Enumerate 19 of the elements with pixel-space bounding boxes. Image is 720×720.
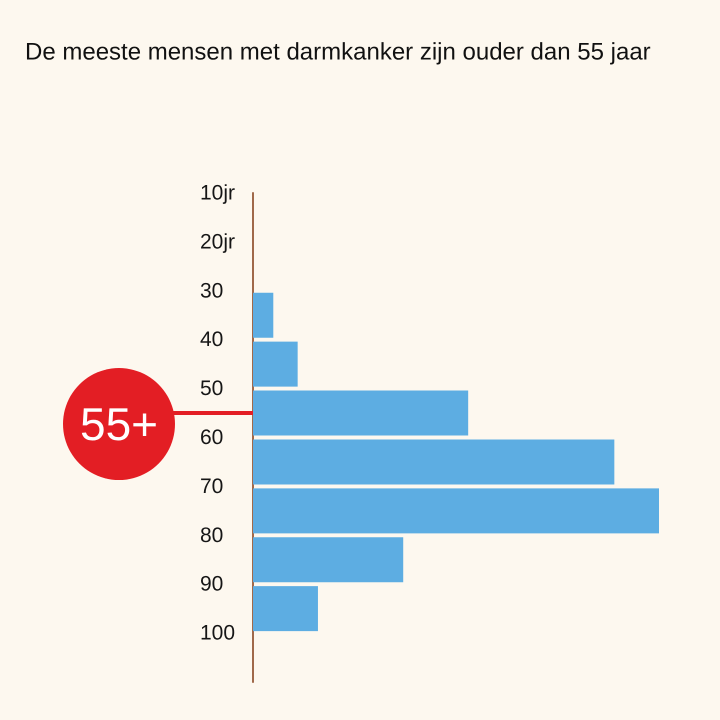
y-tick-label: 30 [200, 279, 224, 302]
y-tick-label: 70 [200, 474, 224, 498]
bar [253, 342, 298, 387]
y-tick-label: 100 [200, 622, 236, 645]
bar [253, 390, 468, 436]
y-tick-label: 50 [200, 377, 224, 400]
y-tick-label: 80 [200, 524, 224, 547]
y-tick-label: 60 [200, 426, 224, 449]
y-tick-label: 10jr [200, 182, 236, 204]
bar [253, 439, 614, 484]
y-tick-label: 90 [200, 572, 224, 596]
ref-line-label: 55+ [80, 398, 158, 450]
bar [253, 292, 274, 338]
y-tick-label: 20jr [200, 230, 236, 254]
chart-title: De meeste mensen met darmkanker zijn ouder dan 55 jaar [25, 38, 651, 66]
y-tick-label: 40 [200, 328, 224, 352]
bar [253, 488, 659, 534]
bar [253, 537, 404, 582]
bar [253, 586, 318, 632]
